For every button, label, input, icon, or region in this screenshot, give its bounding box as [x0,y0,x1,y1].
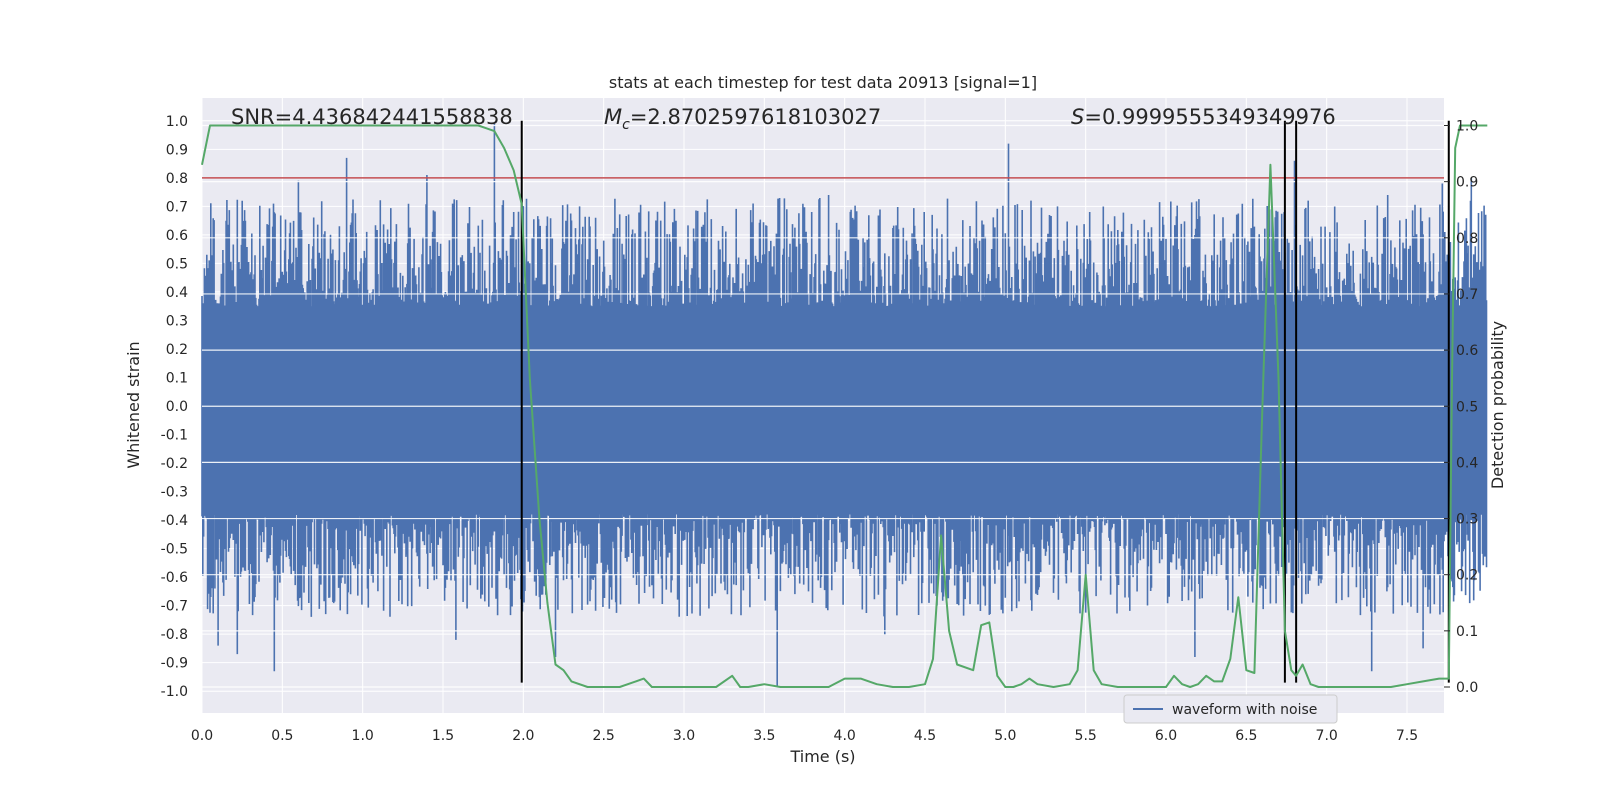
chirp-mass-annotation: Mc=2.8702597618103027 [604,105,881,133]
y-tick-label: 0.9 [166,142,188,158]
x-tick-label: 5.0 [994,728,1016,744]
x-tick-label: 4.5 [914,728,936,744]
y2-tick-label: 0.0 [1456,680,1478,696]
y-tick-label: -0.4 [161,513,188,529]
y2-tick-label: 0.1 [1456,624,1478,640]
score-value: =0.9999555349349976 [1084,105,1335,129]
y-tick-label: -0.9 [161,656,188,672]
y-tick-label: 0.3 [166,313,188,329]
y-tick-label: 0.6 [166,228,188,244]
x-tick-label: 1.0 [352,728,374,744]
y-tick-label: 0.1 [166,370,188,386]
y-tick-label: 0.5 [166,256,188,272]
chirp-mass-symbol: M [604,105,622,129]
y-tick-label: -0.5 [161,542,188,558]
y-tick-label: -0.1 [161,428,188,444]
y2-axis-label: Detection probability [1488,321,1507,489]
x-tick-label: 6.5 [1235,728,1257,744]
x-tick-label: 6.0 [1155,728,1177,744]
x-tick-label: 3.0 [673,728,695,744]
x-tick-label: 7.5 [1396,728,1418,744]
y2-tick-label: 0.9 [1456,175,1478,191]
y-tick-label: -0.6 [161,570,188,586]
x-tick-label: 7.0 [1316,728,1338,744]
y-tick-label: 0.2 [166,342,188,358]
y2-tick-label: 0.8 [1456,231,1478,247]
legend-box [1123,694,1338,724]
x-tick-label: 0.0 [191,728,213,744]
y2-tick-label: 0.4 [1456,455,1478,471]
y-tick-label: 1.0 [166,114,188,130]
legend-label: waveform with noise [1172,702,1317,718]
y-tick-label: -0.8 [161,627,188,643]
y-tick-label: 0.8 [166,171,188,187]
x-axis-label: Time (s) [789,747,855,766]
y-tick-label: -0.2 [161,456,188,472]
x-tick-label: 1.5 [432,728,454,744]
y2-tick-label: 0.7 [1456,287,1478,303]
x-tick-label: 5.5 [1075,728,1097,744]
score-symbol: S [1071,105,1084,129]
y2-tick-label: 0.6 [1456,343,1478,359]
y-tick-label: -0.3 [161,485,188,501]
x-tick-label: 2.5 [593,728,615,744]
x-tick-label: 4.0 [834,728,856,744]
detection-probability-line [201,124,1488,688]
chirp-mass-value: =2.8702597618103027 [630,105,881,129]
legend: waveform with noise [1123,694,1338,724]
snr-annotation: SNR=4.436842441558838 [231,105,513,129]
x-tick-label: 0.5 [271,728,293,744]
y2-tick-label: 0.5 [1456,399,1478,415]
score-annotation: S=0.9999555349349976 [1071,105,1336,129]
y-axis-label: Whitened strain [124,341,143,468]
y-tick-label: -0.7 [161,599,188,615]
y-tick-label: 0.0 [166,399,188,415]
y-tick-label: 0.7 [166,199,188,215]
chart-title: stats at each timestep for test data 209… [609,73,1037,92]
waveform-series [201,123,1488,688]
y2-tick-label: 1.0 [1456,119,1478,135]
y-tick-label: -1.0 [161,684,188,700]
chirp-mass-subscript: c [622,117,630,133]
x-tick-label: 3.5 [753,728,775,744]
y2-tick-label: 0.2 [1456,568,1478,584]
probability-series-group [201,124,1488,688]
y2-axis-ticks: 1.0 0.9 0.8 0.7 0.6 0.5 0.4 0.3 0.2 0.1 0.0 [1444,119,1478,696]
y2-tick-label: 0.3 [1456,512,1478,528]
x-tick-label: 2.0 [512,728,534,744]
y-tick-label: 0.4 [166,285,188,301]
y-axis-ticks: 1.0 0.9 0.8 0.7 0.6 0.5 0.4 0.3 0.2 0.1 0.0 -0.1 -0.… [161,114,188,700]
x-axis-ticks: 0.0 0.5 1.0 1.5 2.0 2.5 3.0 3.5 4.0 4.5 5.0 5.5 6.0 6… [191,728,1418,744]
